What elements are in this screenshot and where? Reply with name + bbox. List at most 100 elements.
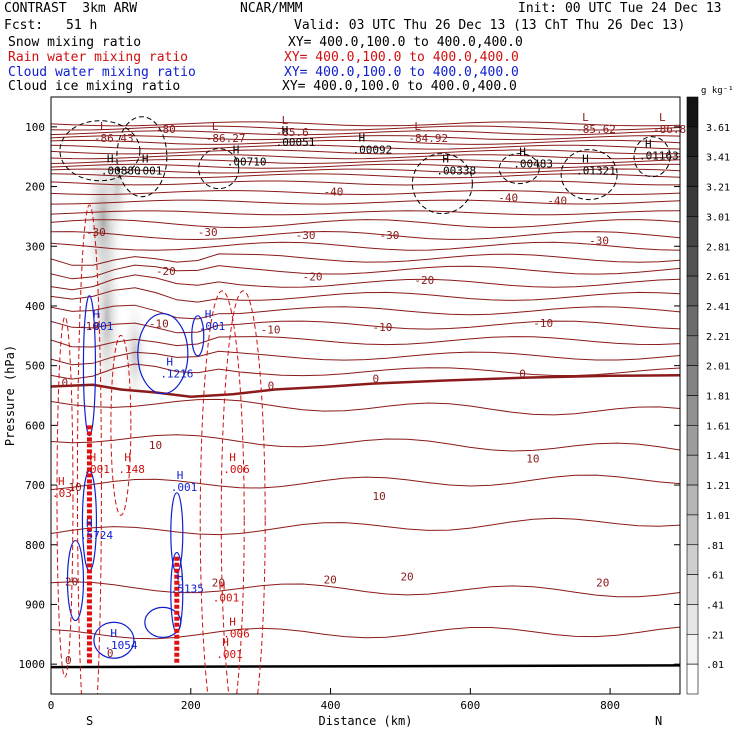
isotherm-label-31: 0 xyxy=(107,647,114,660)
field-name-cloud-water: Cloud water mixing ratio xyxy=(8,65,196,80)
freezing-level-line xyxy=(51,373,680,398)
isotherm-line-14 xyxy=(51,199,680,205)
isotherm-label-4: -30 xyxy=(86,226,106,239)
extremum-type-7: H xyxy=(359,132,366,145)
colorbar-box-12 xyxy=(686,454,699,486)
extremum-9: H.00880 xyxy=(101,153,141,178)
isotherm-label-13: -10 xyxy=(149,317,169,330)
center-title: NCAR/MMM xyxy=(240,1,303,16)
extremum-8: H.00710 xyxy=(227,144,267,169)
extremum-11: H.00338 xyxy=(436,153,476,178)
cloud-ice-contour-2 xyxy=(198,148,240,190)
extremum-16: H.001 xyxy=(199,308,226,333)
extremum-type-20: H xyxy=(229,451,236,464)
rain-contour-1 xyxy=(76,204,102,694)
extremum-value-2: -85.6 xyxy=(276,126,309,139)
colorbar-unit: g kg⁻¹ xyxy=(701,86,734,96)
extremum-15: H.001 xyxy=(87,308,114,333)
colorbar-box-19 xyxy=(686,663,699,695)
colorbar-label-17: .21 xyxy=(706,630,724,641)
extremum-24: H.1054 xyxy=(104,627,137,652)
y-tick-label-3: 400 xyxy=(25,300,45,313)
colorbar-label-13: 1.01 xyxy=(706,511,730,522)
extremum-value-26: .001 xyxy=(216,648,243,661)
field-xy-cloud-ice: XY= 400.0,100.0 to 400.0,400.0 xyxy=(282,79,517,94)
north-label: N xyxy=(655,714,662,728)
isotherm-line-19 xyxy=(51,253,680,266)
rain-contour-2 xyxy=(110,334,132,516)
extremum-value-25: .006 xyxy=(223,627,250,640)
y-tick-label-1: 200 xyxy=(25,181,45,194)
colorbar-box-18 xyxy=(686,633,699,665)
field-name-snow: Snow mixing ratio xyxy=(8,35,142,50)
x-tick-label-2: 400 xyxy=(321,699,341,712)
extremum-type-26: H xyxy=(222,636,229,649)
isotherm-line-9 xyxy=(51,163,680,169)
colorbar-label-18: .01 xyxy=(706,660,724,671)
warm-isotherm-1 xyxy=(51,434,680,452)
extremum-value-3: -84.92 xyxy=(408,132,448,145)
extremum-value-23: .5135 xyxy=(171,583,204,596)
extremum-value-9: .00880 xyxy=(101,165,141,178)
colorbar-label-2: 3.21 xyxy=(706,183,730,194)
extremum-type-27: H xyxy=(219,579,226,592)
isotherm-label-30: 0 xyxy=(65,654,72,667)
warm-isotherm-0 xyxy=(51,398,680,416)
cloud-ice-contour-5 xyxy=(560,149,618,201)
isotherm-label-16: -10 xyxy=(533,317,553,330)
extremum-type-19: H xyxy=(124,451,131,464)
field-xy-snow: XY= 400.0,100.0 to 400.0,400.0 xyxy=(288,35,523,50)
extremum-2: L-85.6 xyxy=(276,114,309,139)
isotherm-line-26 xyxy=(51,350,680,366)
isotherm-label-21: 10 xyxy=(149,439,162,452)
extremum-value-17: .1216 xyxy=(160,368,193,381)
y-tick-label-9: 1000 xyxy=(19,658,46,671)
warm-isotherm-3 xyxy=(51,517,680,536)
colorbar-box-5 xyxy=(686,245,699,277)
extremum-type-14: H xyxy=(645,138,652,151)
extremum-type-1: L xyxy=(212,120,219,133)
extremum-1: L-86.27 xyxy=(206,120,246,145)
colorbar-box-16 xyxy=(686,574,699,605)
extremum-value-15: .001 xyxy=(87,320,114,333)
isotherm-line-20 xyxy=(51,264,680,280)
colorbar-box-10 xyxy=(686,395,699,426)
extremum-value-24: .1054 xyxy=(104,639,137,652)
isotherm-label-5: -30 xyxy=(198,226,218,239)
isotherm-line-16 xyxy=(51,219,680,229)
extremum-value-7: .00092 xyxy=(353,144,393,157)
extremum-value-28: .03 xyxy=(52,487,72,500)
extremum-type-9: H xyxy=(107,153,114,166)
isotherm-label-3: -40 xyxy=(547,194,567,207)
extremum-type-16: H xyxy=(205,308,212,321)
isotherm-label-14: -10 xyxy=(261,323,281,336)
isotherm-line-21 xyxy=(51,274,680,291)
extremum-0: L-86.43 xyxy=(94,120,134,145)
extremum-12: H.00483 xyxy=(513,145,553,170)
extremum-type-22: H xyxy=(86,517,93,530)
isotherm-line-1 xyxy=(51,125,680,131)
colorbar-box-17 xyxy=(686,604,699,635)
rain-contour-4 xyxy=(220,290,266,694)
colorbar-label-3: 3.01 xyxy=(706,212,730,223)
field-xy-cloud-water: XY= 400.0,100.0 to 400.0,400.0 xyxy=(284,65,519,80)
isotherm-label-1: -40 xyxy=(324,186,344,199)
plot-frame xyxy=(50,96,681,695)
extremum-type-12: H xyxy=(519,145,526,158)
y-tick-label-5: 600 xyxy=(25,419,45,432)
extremum-value-27: .001 xyxy=(213,591,240,604)
extremum-6: H.00051 xyxy=(276,124,316,149)
colorbar-box-8 xyxy=(686,335,699,366)
extremum-value-11: .00338 xyxy=(436,165,476,178)
cloud-water-contour-2 xyxy=(191,315,205,357)
extremum-5: L-86.83 xyxy=(653,111,693,136)
isotherm-label-17: 0 xyxy=(61,377,68,390)
snow-shading-1 xyxy=(90,207,123,428)
colorbar-box-7 xyxy=(686,305,699,337)
isotherm-label-12: -10 xyxy=(79,320,99,333)
y-axis-label: Pressure (hPa) xyxy=(3,345,17,446)
x-tick-label-1: 200 xyxy=(181,699,201,712)
colorbar-label-6: 2.41 xyxy=(706,302,730,313)
extremum-type-28: H xyxy=(58,475,65,488)
